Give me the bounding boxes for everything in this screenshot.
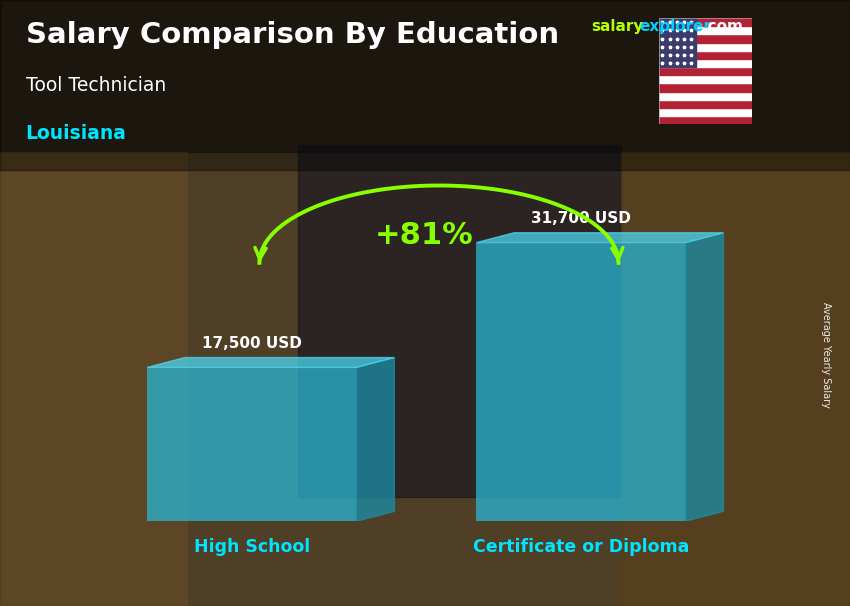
Bar xyxy=(0,152,187,606)
Bar xyxy=(0,0,850,152)
Polygon shape xyxy=(357,358,394,521)
Bar xyxy=(476,242,686,521)
Text: 17,500 USD: 17,500 USD xyxy=(202,336,302,350)
Text: Average Yearly Salary: Average Yearly Salary xyxy=(821,302,831,407)
Bar xyxy=(659,18,752,26)
Polygon shape xyxy=(686,233,723,521)
Polygon shape xyxy=(476,233,723,242)
Bar xyxy=(147,367,357,521)
Polygon shape xyxy=(147,358,394,367)
Bar xyxy=(659,75,752,84)
Text: Louisiana: Louisiana xyxy=(26,124,127,143)
Bar xyxy=(659,26,752,35)
Bar xyxy=(659,92,752,100)
Text: explorer: explorer xyxy=(639,19,711,35)
Text: 31,700 USD: 31,700 USD xyxy=(531,211,631,226)
Bar xyxy=(659,84,752,92)
Bar xyxy=(659,59,752,67)
Bar xyxy=(659,116,752,124)
Bar xyxy=(0,0,850,170)
Text: +81%: +81% xyxy=(375,221,473,250)
Bar xyxy=(659,67,752,75)
Bar xyxy=(659,18,696,67)
Bar xyxy=(298,145,620,497)
Bar xyxy=(659,42,752,51)
Text: .com: .com xyxy=(703,19,744,35)
Bar xyxy=(620,152,850,606)
Text: Tool Technician: Tool Technician xyxy=(26,76,166,95)
Text: Salary Comparison By Education: Salary Comparison By Education xyxy=(26,21,558,49)
Bar xyxy=(659,108,752,116)
Bar xyxy=(659,100,752,108)
Bar xyxy=(659,35,752,42)
Text: salary: salary xyxy=(591,19,643,35)
Bar xyxy=(659,51,752,59)
